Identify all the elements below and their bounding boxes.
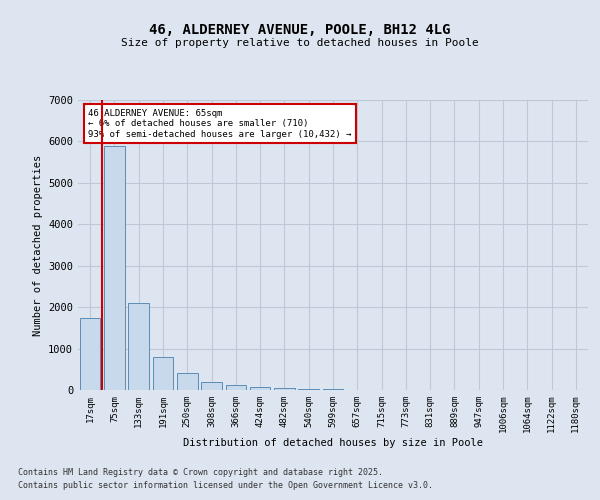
Bar [201,382,222,390]
Text: Contains public sector information licensed under the Open Government Licence v3: Contains public sector information licen… [18,480,433,490]
Text: 46 ALDERNEY AVENUE: 65sqm
← 6% of detached houses are smaller (710)
93% of semi-: 46 ALDERNEY AVENUE: 65sqm ← 6% of detach… [88,108,352,138]
Bar [274,388,295,390]
Bar [104,146,125,390]
Bar [226,385,246,390]
Text: Contains HM Land Registry data © Crown copyright and database right 2025.: Contains HM Land Registry data © Crown c… [18,468,383,477]
X-axis label: Distribution of detached houses by size in Poole: Distribution of detached houses by size … [183,438,483,448]
Bar [80,318,100,390]
Bar [250,386,271,390]
Text: 46, ALDERNEY AVENUE, POOLE, BH12 4LG: 46, ALDERNEY AVENUE, POOLE, BH12 4LG [149,22,451,36]
Bar [128,303,149,390]
Text: Size of property relative to detached houses in Poole: Size of property relative to detached ho… [121,38,479,48]
Bar [177,374,197,390]
Bar [298,389,319,390]
Y-axis label: Number of detached properties: Number of detached properties [32,154,43,336]
Bar [152,357,173,390]
